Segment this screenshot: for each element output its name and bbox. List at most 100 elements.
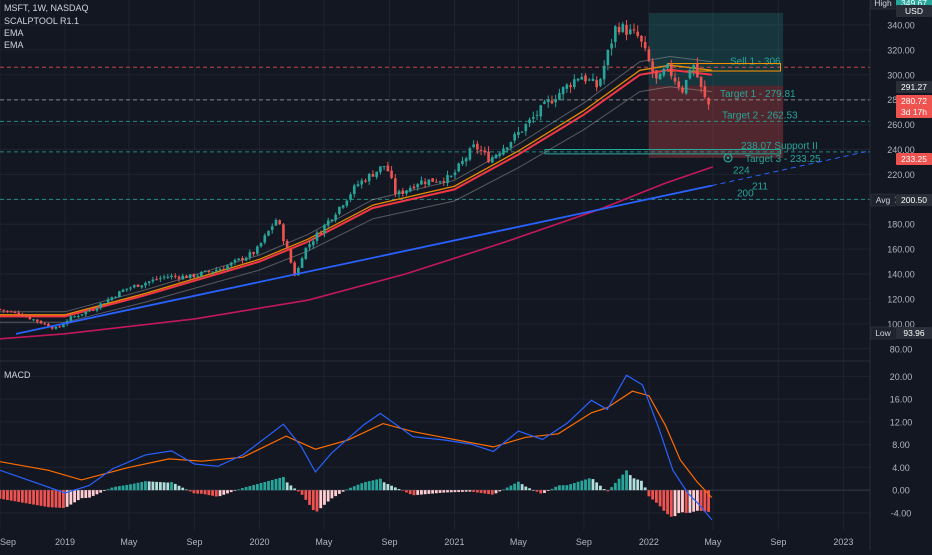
candle-body <box>166 276 170 278</box>
macd-histogram-bar <box>349 487 352 491</box>
candle-body <box>256 246 259 254</box>
axis-badge-value: 233.25 <box>901 154 927 164</box>
macd-histogram-bar <box>188 490 192 492</box>
candle-body <box>520 131 524 133</box>
macd-histogram-bar <box>554 486 558 491</box>
candle-body <box>47 323 50 327</box>
macd-histogram-bar <box>695 490 699 511</box>
candle-body <box>326 220 330 226</box>
macd-histogram-bar <box>423 490 427 495</box>
macd-histogram-bar <box>237 489 241 491</box>
candle-body <box>677 81 681 88</box>
macd-histogram-bar <box>274 478 278 491</box>
candle-body <box>35 319 39 322</box>
axis-badge-bg <box>896 81 932 93</box>
price-tick-label: 340.00 <box>887 20 915 30</box>
target-3-marker-dot <box>726 156 730 160</box>
candle-body <box>319 232 323 234</box>
price-tick-label: 100.00 <box>887 319 915 329</box>
macd-histogram-bar <box>468 490 472 492</box>
macd-histogram-bar <box>296 490 300 492</box>
macd-histogram-bar <box>673 490 677 517</box>
macd-histogram-bar <box>576 481 580 491</box>
macd-histogram-bar <box>390 485 393 491</box>
macd-histogram-bar <box>203 490 207 495</box>
macd-histogram-bar <box>20 490 24 503</box>
candle-body <box>147 281 151 284</box>
macd-histogram-bar <box>606 490 610 492</box>
candle-body <box>457 163 461 172</box>
macd-histogram-bar <box>181 487 185 491</box>
macd-histogram-bar <box>520 484 524 491</box>
candle-body <box>244 257 248 261</box>
macd-histogram-bar <box>91 490 95 496</box>
candle-body <box>17 312 20 315</box>
legend-symbol: MSFT, 1W, NASDAQ <box>4 3 89 13</box>
macd-histogram-bar <box>707 490 710 512</box>
macd-histogram-bar <box>62 490 65 509</box>
macd-histogram-bar <box>490 490 494 495</box>
candle-body <box>591 78 595 81</box>
candle-body <box>390 170 393 178</box>
macd-histogram-bar <box>666 490 669 515</box>
macd-histogram-bar <box>636 479 640 491</box>
macd-tick-label: 4.00 <box>892 463 910 473</box>
candle-body <box>241 258 244 261</box>
candle-body <box>9 311 13 313</box>
macd-histogram-bar <box>628 475 632 491</box>
candle-body <box>696 63 699 78</box>
macd-histogram-bar <box>39 490 43 506</box>
macd-histogram-bar <box>300 490 304 495</box>
macd-histogram-bar <box>453 490 457 493</box>
axis-badge-caption-bg <box>870 193 896 207</box>
candle-body <box>621 24 625 32</box>
candle-body <box>323 224 326 234</box>
macd-histogram-bar <box>386 484 390 491</box>
candle-body <box>278 220 282 225</box>
ema-fast-line <box>0 68 712 318</box>
macd-histogram-bar <box>259 482 263 491</box>
candle-body <box>267 230 270 236</box>
candle-body <box>587 79 591 81</box>
axis-badge-bg <box>896 106 932 118</box>
axis-badge-bg <box>896 5 932 17</box>
macd-histogram-bar <box>35 490 39 506</box>
macd-histogram-bar <box>494 490 498 494</box>
macd-histogram-bar <box>58 490 62 508</box>
candle-body <box>84 311 88 315</box>
candle-body <box>483 150 487 153</box>
candle-body <box>170 275 173 277</box>
candle-body <box>282 224 285 242</box>
candle-body <box>151 279 155 282</box>
candle-body <box>91 310 95 312</box>
macd-histogram-bar <box>446 490 449 493</box>
macd-histogram-bar <box>13 490 17 502</box>
candle-body <box>114 296 117 298</box>
macd-histogram-bar <box>43 490 47 507</box>
macd-histogram-bar <box>50 490 54 508</box>
macd-histogram-bar <box>196 490 200 494</box>
candle-body <box>517 131 520 135</box>
ema-band-upper <box>0 55 712 313</box>
candle-body <box>62 324 65 328</box>
candle-body <box>185 275 188 279</box>
macd-histogram-bar <box>84 490 88 498</box>
candle-body <box>427 179 431 186</box>
candle-body <box>647 49 651 62</box>
macd-histogram-bar <box>147 481 151 491</box>
candle-body <box>200 272 203 277</box>
macd-histogram-bar <box>76 490 80 501</box>
macd-histogram-bar <box>502 489 505 491</box>
candle-body <box>129 287 132 289</box>
candle-body <box>308 244 311 248</box>
candle-body <box>472 144 475 148</box>
macd-histogram-bar <box>498 490 502 492</box>
price-tick-label: 260.00 <box>887 120 915 130</box>
candle-body <box>643 41 647 49</box>
candle-body <box>535 114 539 116</box>
macd-histogram-bar <box>293 488 297 491</box>
macd-histogram-bar <box>17 490 21 502</box>
time-tick-label: 2021 <box>444 537 464 547</box>
